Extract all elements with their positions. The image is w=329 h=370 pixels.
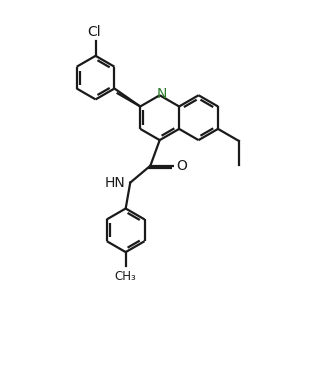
Text: O: O [176,159,187,173]
Text: Cl: Cl [87,25,101,39]
Text: HN: HN [105,176,125,189]
Text: CH₃: CH₃ [115,270,137,283]
Text: N: N [157,87,167,101]
